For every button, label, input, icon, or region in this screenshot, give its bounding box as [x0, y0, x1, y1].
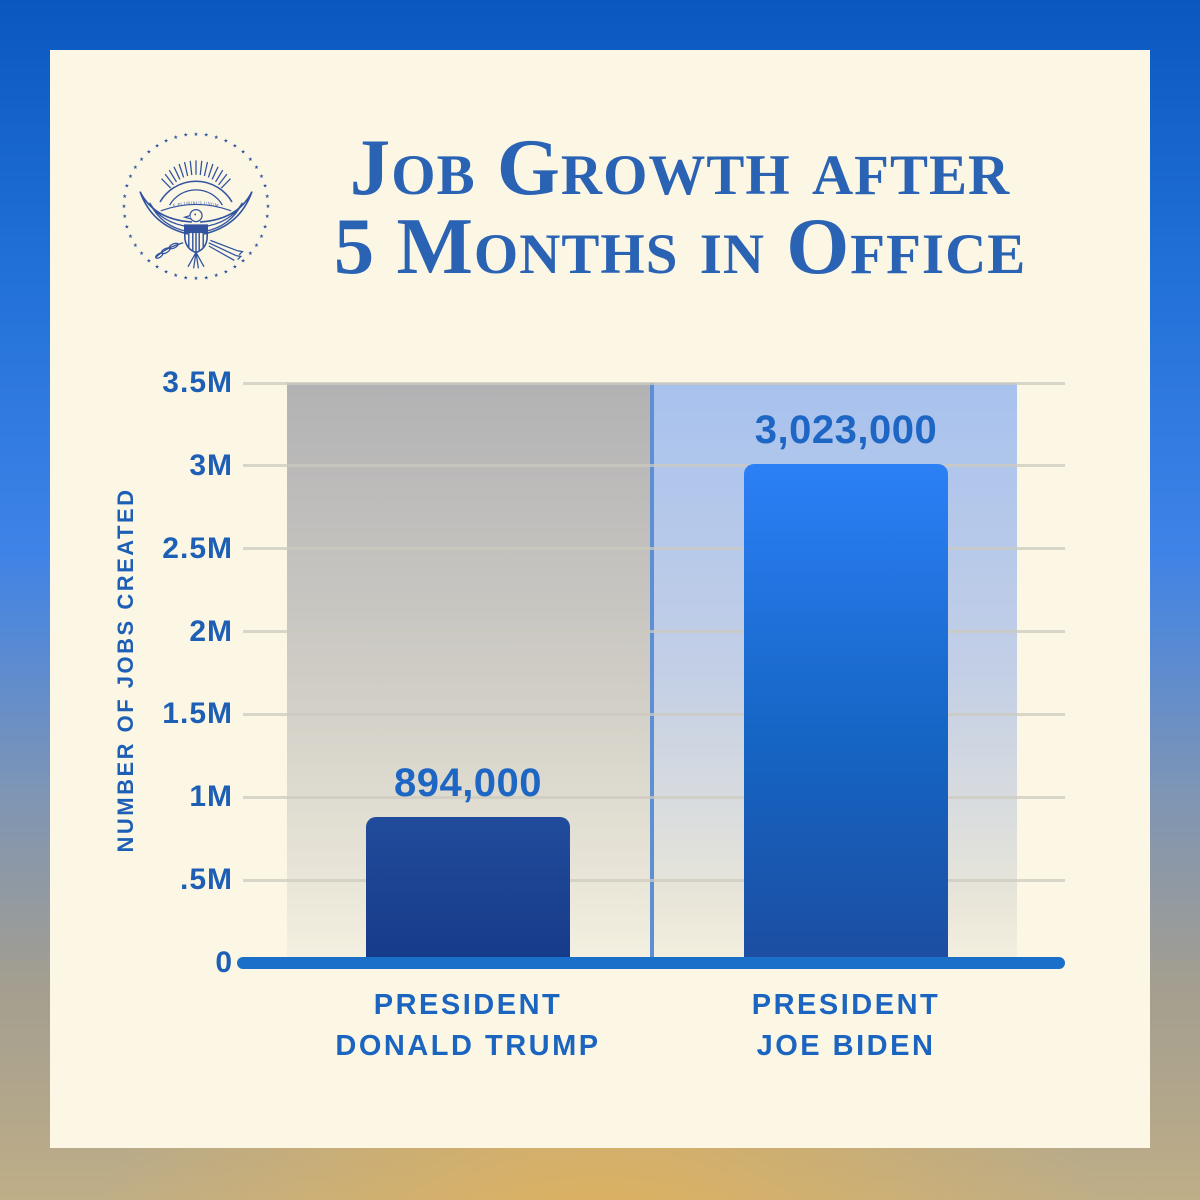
svg-text:★: ★ [232, 264, 237, 271]
tick-label: .5M [179, 863, 233, 897]
bar-value-biden: 3,023,000 [754, 408, 938, 452]
tick-label: 2.5M [162, 531, 233, 565]
svg-text:★: ★ [133, 164, 138, 171]
x-label-biden-line2: JOE BIDEN [756, 1029, 936, 1062]
x-label-biden-line1: PRESIDENT [751, 989, 941, 1021]
bar-trump [366, 817, 570, 965]
x-axis-label-trump: PRESIDENT DONALD TRUMP [335, 985, 600, 1066]
tick-label: 3M [189, 448, 233, 482]
presidential-seal-icon: ★ ★ ★★★★★★★★★★★★★★★★★★★★★★★★★★★★★★★★★★★★★★… [121, 131, 270, 282]
svg-text:★: ★ [248, 156, 253, 163]
svg-text:★: ★ [121, 203, 126, 210]
x-label-trump-line1: PRESIDENT [373, 989, 563, 1021]
svg-text:★: ★ [139, 250, 144, 257]
tick-label: 1M [189, 780, 233, 814]
svg-text:★: ★ [146, 149, 151, 156]
svg-text:★: ★ [139, 156, 144, 163]
bar-biden [744, 464, 948, 965]
svg-text:★: ★ [248, 250, 253, 257]
gridline [243, 712, 1065, 716]
tick-label: 2M [189, 614, 233, 648]
svg-text:★: ★ [155, 142, 160, 149]
svg-text:★: ★ [128, 173, 133, 180]
gridline [243, 381, 1065, 385]
svg-text:★: ★ [241, 149, 246, 156]
svg-text:★: ★ [241, 257, 246, 264]
svg-text:★: ★ [146, 257, 151, 264]
gridline [243, 464, 1065, 468]
svg-text:★: ★ [173, 134, 178, 141]
svg-text:E PLURIBUS UNUM: E PLURIBUS UNUM [173, 200, 220, 208]
svg-text:★: ★ [223, 138, 228, 145]
gridline [243, 630, 1065, 634]
svg-text:★: ★ [193, 275, 198, 282]
svg-text:★: ★ [183, 274, 188, 281]
svg-text:★: ★ [204, 274, 209, 281]
svg-text:★: ★ [122, 193, 127, 200]
svg-text:★: ★ [265, 193, 270, 200]
svg-text:★: ★ [164, 138, 169, 145]
svg-text:★: ★ [214, 272, 219, 279]
svg-text:★: ★ [265, 213, 270, 220]
seal-motto: E PLURIBUS UNUM [173, 200, 219, 208]
svg-text:★: ★ [259, 233, 264, 240]
bar-group-trump: 894,000 [366, 761, 570, 965]
svg-text:★: ★ [133, 242, 138, 249]
y-axis-title: NUMBER OF JOBS CREATED [113, 487, 138, 853]
page-title-line2: 5 Months in Office [333, 201, 1027, 292]
x-axis-baseline [237, 957, 1065, 969]
svg-text:★: ★ [259, 173, 264, 180]
tick-label: 0 [215, 946, 233, 979]
svg-text:★: ★ [124, 223, 129, 230]
svg-text:★: ★ [155, 264, 160, 271]
svg-text:★: ★ [223, 268, 228, 275]
gridline [243, 547, 1065, 551]
content-card: ★ ★ ★ ★ ★ ★ ★ ★ ★ ★ ★ ★ ★ ★ ★ ★ ★ ★ ★ ★ ★ ★ ★ ★ ★ ★ ★ ★ ★ ★ ★ ★ ★ ★ ★ ★ ★ ★ ★ ★… [50, 50, 1150, 1148]
page-title-line1: Job Growth after [349, 122, 1011, 212]
panel-separator-line [650, 383, 654, 963]
svg-text:★: ★ [164, 268, 169, 275]
svg-text:★: ★ [263, 223, 268, 230]
page-title: Job Growth after 5 Months in Office [250, 122, 1110, 292]
svg-text:★: ★ [173, 272, 178, 279]
svg-text:★: ★ [214, 134, 219, 141]
svg-text:★: ★ [183, 132, 188, 139]
svg-text:★: ★ [265, 203, 270, 210]
svg-text:★: ★ [128, 233, 133, 240]
svg-text:★: ★ [204, 132, 209, 139]
bar-value-trump: 894,000 [393, 761, 543, 805]
bar-group-biden: 3,023,000 [744, 408, 948, 965]
gridline [243, 878, 1065, 882]
tick-label: 3.5M [162, 366, 233, 399]
tick-label: 1.5M [162, 697, 233, 731]
svg-text:★: ★ [263, 183, 268, 190]
svg-text:★: ★ [232, 142, 237, 149]
svg-text:★: ★ [254, 164, 259, 171]
x-axis-label-biden: PRESIDENT JOE BIDEN [752, 985, 940, 1066]
svg-text:★: ★ [124, 183, 129, 190]
x-label-trump-line2: DONALD TRUMP [335, 1029, 601, 1062]
gridline [243, 795, 1065, 799]
svg-text:★: ★ [193, 131, 198, 138]
svg-text:★: ★ [254, 242, 259, 249]
svg-text:★: ★ [122, 213, 127, 220]
